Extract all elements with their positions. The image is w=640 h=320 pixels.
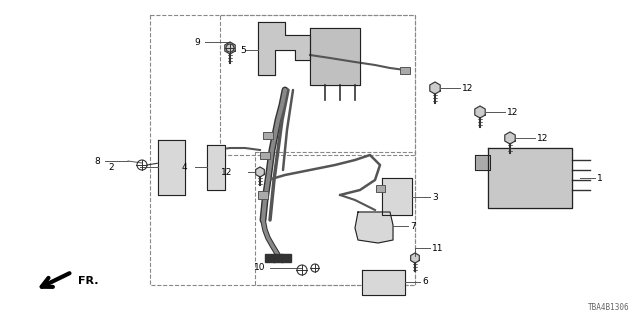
Text: 6: 6	[422, 277, 428, 286]
Polygon shape	[430, 82, 440, 94]
Polygon shape	[475, 155, 490, 170]
Polygon shape	[310, 28, 360, 85]
Polygon shape	[225, 42, 235, 54]
Text: 7: 7	[410, 221, 416, 230]
Bar	[400, 67, 410, 74]
Bar	[255, 152, 415, 285]
Text: 3: 3	[432, 193, 438, 202]
Bar	[150, 15, 415, 285]
Polygon shape	[505, 132, 515, 144]
Polygon shape	[265, 254, 275, 262]
Polygon shape	[382, 178, 412, 215]
Text: 12: 12	[462, 84, 474, 92]
Polygon shape	[355, 212, 393, 243]
Bar	[263, 132, 273, 139]
Text: 8: 8	[94, 156, 100, 165]
Text: 2: 2	[108, 163, 114, 172]
Text: 4: 4	[182, 163, 188, 172]
Bar	[376, 185, 385, 191]
Text: FR.: FR.	[78, 276, 99, 286]
Polygon shape	[488, 148, 572, 208]
Polygon shape	[255, 167, 264, 177]
Text: 10: 10	[253, 263, 265, 273]
Text: 12: 12	[221, 167, 232, 177]
Polygon shape	[281, 254, 291, 262]
Polygon shape	[411, 253, 419, 263]
Polygon shape	[273, 254, 283, 262]
Polygon shape	[362, 270, 405, 295]
Text: 5: 5	[240, 45, 246, 54]
Bar	[220, 15, 415, 155]
Bar	[258, 191, 268, 199]
Bar	[260, 151, 270, 158]
Text: TBA4B1306: TBA4B1306	[588, 303, 630, 312]
Text: 12: 12	[507, 108, 518, 116]
Text: 9: 9	[195, 37, 200, 46]
Text: 1: 1	[597, 173, 603, 182]
Polygon shape	[258, 22, 310, 75]
Text: 12: 12	[537, 133, 548, 142]
Polygon shape	[207, 145, 225, 190]
Polygon shape	[158, 140, 185, 195]
Polygon shape	[475, 106, 485, 118]
Text: 11: 11	[432, 244, 444, 252]
